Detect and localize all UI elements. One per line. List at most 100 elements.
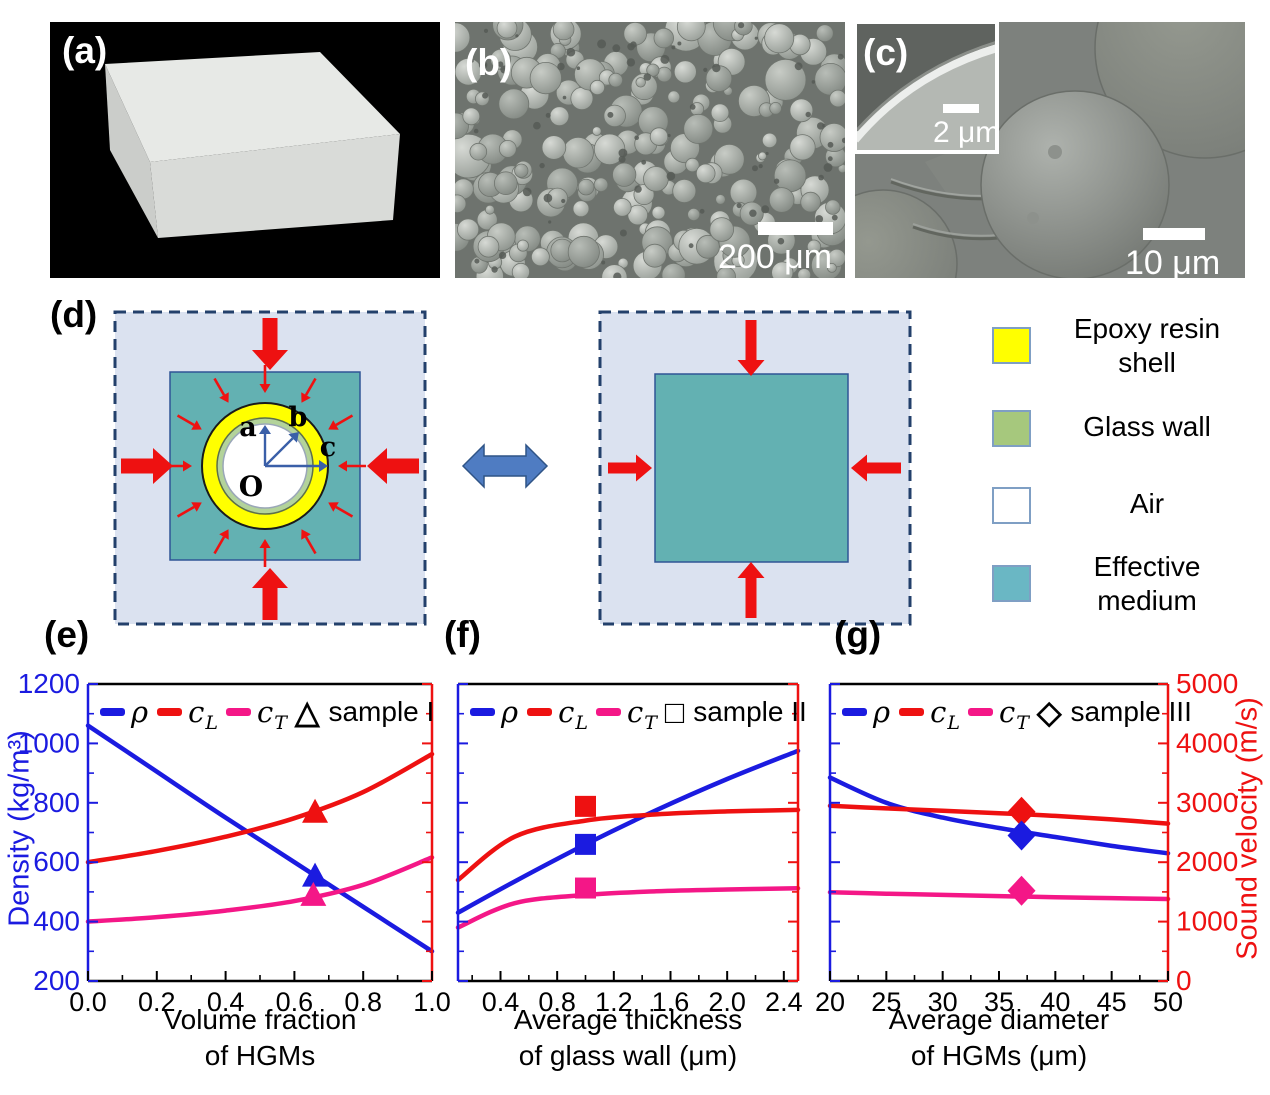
microsphere (757, 151, 767, 161)
x-tick-label: 0.0 (69, 987, 107, 1017)
microsphere (455, 57, 483, 86)
x-tick-label: 0.2 (138, 987, 176, 1017)
microsphere (661, 263, 686, 278)
chart-f-curve-cT (455, 886, 801, 930)
microsphere (797, 268, 812, 278)
pore (618, 155, 626, 163)
pressure-arrow (737, 320, 765, 376)
microsphere (685, 157, 700, 173)
microsphere (498, 140, 517, 158)
x-tick-label: 2.4 (765, 987, 803, 1017)
small-pressure-arrow-head (183, 460, 192, 472)
legend-line-swatch (899, 708, 925, 716)
radius-c-label: c (320, 432, 336, 463)
microsphere (589, 79, 605, 96)
pore (634, 185, 642, 193)
pressure-arrow (121, 448, 173, 484)
pore (805, 111, 811, 118)
legend-line-swatch (100, 708, 125, 716)
microsphere (608, 72, 624, 88)
chart-f-sample-marker-cL (575, 795, 596, 817)
right-tick-label: 2000 (1176, 846, 1238, 877)
legend-sample-label: sample III (1070, 696, 1192, 727)
chart-f-x-title-line1: Average thickness (513, 1004, 743, 1035)
pore (627, 43, 635, 51)
radius-arrows (259, 425, 328, 472)
small-pressure-arrow-head (191, 420, 202, 430)
radius-c-arrow-head (319, 460, 328, 472)
microsphere (716, 266, 736, 278)
left-tick-label: 1200 (18, 668, 80, 699)
chart-e-curve-rho (85, 723, 435, 954)
right-tick-label: 4000 (1176, 727, 1238, 758)
chart-f-sample-marker-rho (575, 833, 596, 855)
pore (562, 95, 567, 100)
pore (539, 162, 545, 169)
x-tick-label: 1.6 (652, 987, 690, 1017)
microsphere (806, 239, 822, 254)
legend-item: cT (967, 697, 1029, 732)
right-tick-label: 3000 (1176, 787, 1238, 818)
legend-sample-label: sample II (693, 696, 807, 727)
chart-e-curve-cT (85, 855, 435, 924)
block-top-face (105, 52, 400, 162)
density-axis-title: Density (kg/m³) (3, 730, 36, 927)
scale-bar-10um (1143, 228, 1205, 240)
microsphere (531, 247, 550, 267)
pore (500, 65, 509, 74)
legend-series-subscript: T (1016, 711, 1029, 734)
pressure-arrows-right-cell (608, 320, 901, 618)
legend-item: ρ (842, 697, 890, 727)
pressure-arrow (737, 562, 765, 618)
legend-series-symbol: cL (930, 694, 960, 734)
pore (643, 73, 652, 81)
radius-a-label: a (239, 412, 257, 443)
microsphere (562, 136, 594, 169)
pore (641, 159, 647, 165)
pore (533, 121, 541, 130)
charts-svg: 0.0 0.2 0.4 0.6 0.8 1.0200400600800100012000.… (18, 668, 1239, 1017)
small-pressure-arrow-shaft (176, 505, 195, 518)
microsphere (676, 22, 706, 42)
pore (491, 266, 498, 273)
legend-series-subscript: T (644, 711, 657, 734)
legend-sample-label: sample I (328, 696, 435, 727)
small-pressure-arrow-shaft (304, 536, 317, 555)
pore (634, 135, 639, 140)
microsphere (789, 134, 816, 161)
effective-medium-cell-right (654, 373, 849, 563)
legend-item: cL (527, 697, 588, 732)
pore (607, 111, 614, 118)
small-pressure-arrow-head (301, 392, 311, 403)
microsphere (764, 59, 807, 101)
microsphere (577, 178, 595, 196)
microsphere (511, 262, 530, 278)
pore (619, 229, 627, 237)
pore (478, 60, 488, 70)
x-tick-label: 1.2 (595, 987, 633, 1017)
microsphere (541, 135, 567, 160)
chart-e-x-axis-title: Volume fraction of HGMs (88, 1002, 432, 1074)
chart-e-sample-marker-cT (300, 881, 327, 906)
x-tick-label: 40 (1040, 987, 1070, 1017)
microsphere (469, 142, 488, 161)
panel-a-label: (a) (62, 30, 108, 71)
chart-f-legend: ρ cL cT □ sample II (470, 692, 807, 732)
microsphere (761, 132, 778, 149)
small-pressure-arrow-shaft (213, 377, 226, 396)
x-tick-label: 0.8 (344, 987, 382, 1017)
microsphere (826, 262, 837, 273)
legend-series-symbol: ρ (501, 694, 519, 729)
pore (597, 39, 607, 49)
panel-d-label: (d) (50, 294, 98, 335)
legend-item: cL (899, 694, 960, 734)
microsphere (829, 89, 845, 108)
microsphere (769, 102, 782, 115)
legend-label-glass: Glass wall (1038, 410, 1256, 444)
pore (758, 164, 763, 169)
pore (754, 36, 758, 40)
small-pressure-arrow-head (301, 529, 311, 540)
microsphere (498, 88, 530, 120)
pore (499, 251, 507, 259)
pore (815, 215, 824, 223)
